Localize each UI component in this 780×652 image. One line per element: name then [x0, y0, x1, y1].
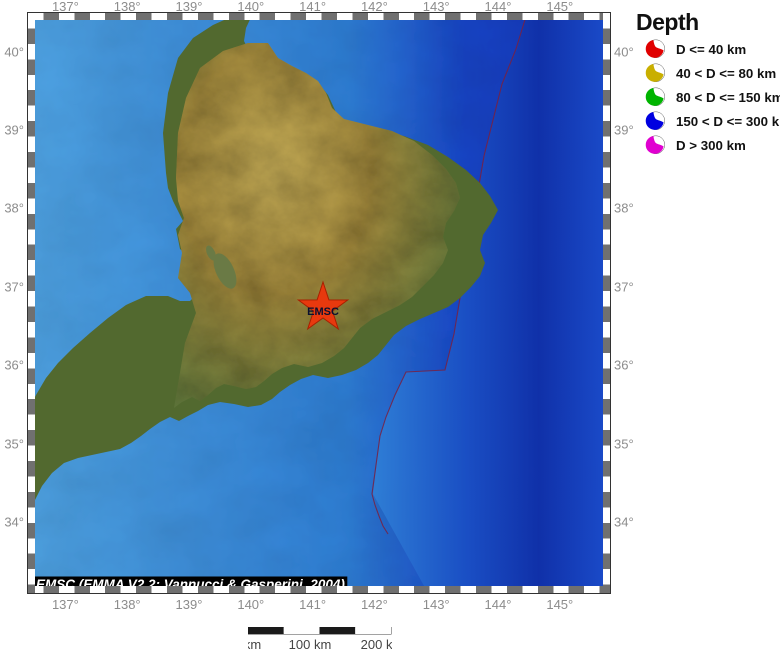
- svg-text:EMSC (EMMA V2.2; Vannucci & Ga: EMSC (EMMA V2.2; Vannucci & Gasperini, 2…: [36, 577, 345, 586]
- svg-text:40 < D <= 80 km: 40 < D <= 80 km: [676, 66, 776, 81]
- svg-text:100 km: 100 km: [289, 637, 332, 652]
- svg-text:0 km: 0 km: [248, 637, 261, 652]
- svg-text:EMSC: EMSC: [307, 306, 339, 318]
- svg-text:200 km: 200 km: [361, 637, 392, 652]
- svg-text:D <= 40 km: D <= 40 km: [676, 42, 746, 57]
- svg-text:D > 300 km: D > 300 km: [676, 138, 746, 153]
- svg-text:150 < D <= 300 km: 150 < D <= 300 km: [676, 114, 780, 129]
- svg-text:80 < D <= 150 km: 80 < D <= 150 km: [676, 90, 780, 105]
